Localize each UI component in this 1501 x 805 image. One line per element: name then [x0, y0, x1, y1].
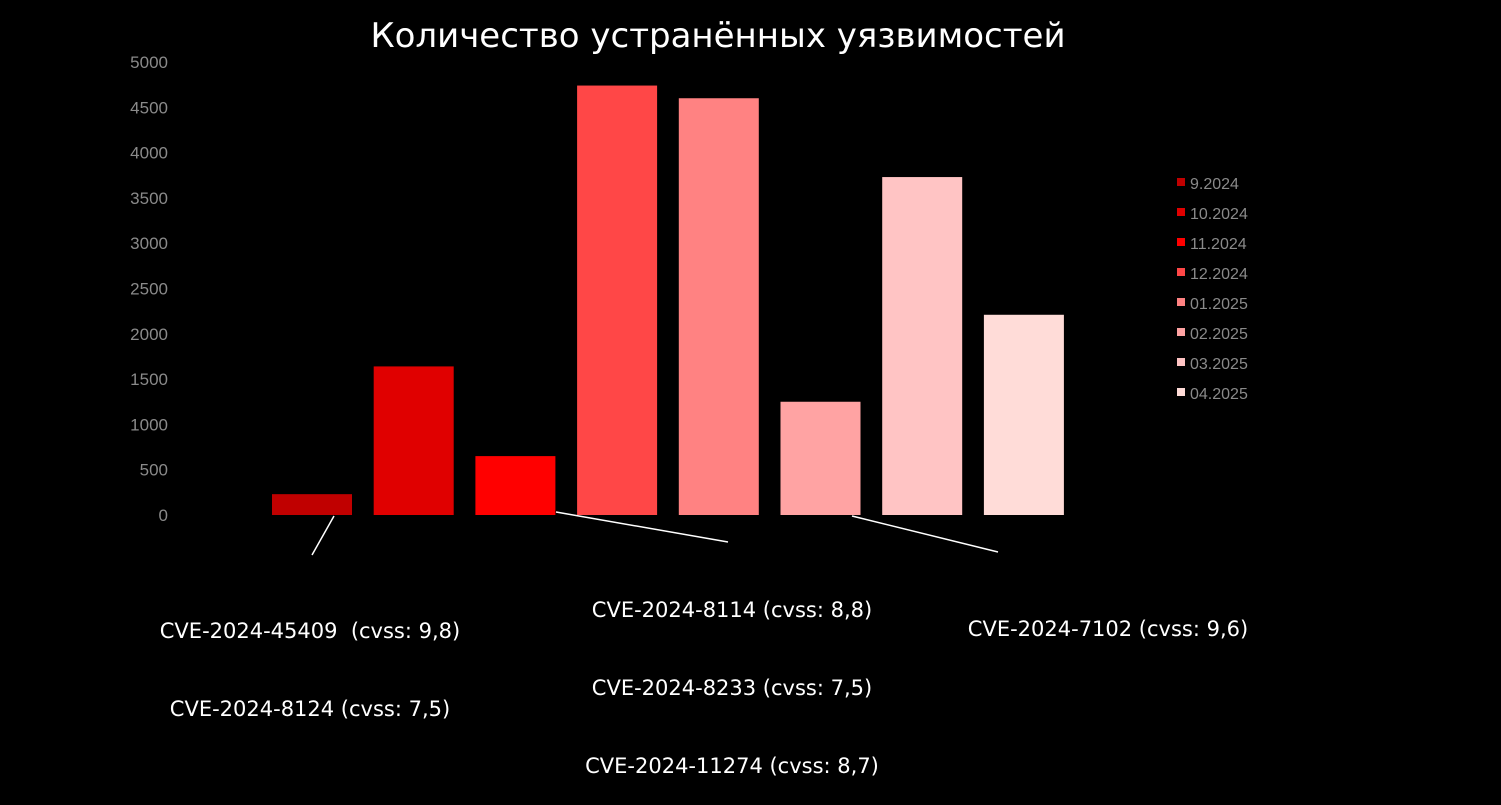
y-tick-label: 3000 — [130, 234, 168, 253]
legend-label: 01.2025 — [1190, 296, 1248, 313]
bar-11-2024 — [475, 456, 556, 515]
legend-swatch — [1177, 298, 1185, 306]
chart-title: Количество устранённых уязвимостей — [370, 16, 1065, 56]
y-tick-label: 1000 — [130, 415, 168, 434]
annotation-line: CVE-2024-11274 (cvss: 8,7) — [585, 754, 879, 778]
y-axis: 0 500 1000 1500 2000 2500 3000 3500 4000 4500 5000 — [130, 53, 168, 525]
y-tick-label: 2500 — [130, 280, 168, 299]
bar-chart: Количество устранённых уязвимостей 0 500 1… — [130, 16, 1248, 556]
legend-label: 03.2025 — [1190, 356, 1248, 373]
legend-swatch — [1177, 268, 1185, 276]
y-tick-label: 3500 — [130, 189, 168, 208]
y-tick-label: 500 — [140, 461, 168, 480]
annotation-nov-2024: CVE-2024-8114 (cvss: 8,8) CVE-2024-8233 … — [562, 545, 902, 805]
annotation-sept-2024: CVE-2024-45409 (cvss: 9,8) CVE-2024-8124… — [140, 566, 480, 748]
y-tick-label: 1500 — [130, 370, 168, 389]
legend-swatch — [1177, 328, 1185, 336]
y-tick-label: 4500 — [130, 98, 168, 117]
annotation-leader-line — [311, 515, 335, 556]
annotation-leader-line — [555, 511, 729, 543]
bar-01-2025 — [678, 98, 759, 516]
y-tick-label: 4000 — [130, 144, 168, 163]
legend-label: 04.2025 — [1190, 386, 1248, 403]
legend-swatch — [1177, 208, 1185, 216]
bar-02-2025 — [780, 401, 861, 515]
legend-label: 02.2025 — [1190, 326, 1248, 343]
legend-label: 11.2024 — [1190, 236, 1247, 253]
legend-label: 12.2024 — [1190, 266, 1248, 283]
annotation-line: CVE-2024-45409 (cvss: 9,8) — [159, 619, 461, 643]
legend-label: 10.2024 — [1190, 206, 1248, 223]
legend-swatch — [1177, 178, 1185, 186]
annotation-leaders — [311, 511, 999, 556]
annotation-leader-line — [851, 515, 999, 553]
y-tick-label: 0 — [159, 506, 168, 525]
y-tick-label: 2000 — [130, 325, 168, 344]
legend-label: 9.2024 — [1190, 176, 1239, 193]
annotation-line: CVE-2024-8114 (cvss: 8,8) — [591, 598, 873, 622]
bar-04-2025 — [983, 314, 1064, 515]
bar-12-2024 — [577, 85, 658, 515]
bar-10-2024 — [373, 366, 454, 515]
legend: 9.2024 10.2024 11.2024 12.2024 01.2025 02.202… — [1177, 176, 1248, 403]
annotation-line: CVE-2024-8233 (cvss: 7,5) — [591, 676, 873, 700]
annotation-feb-2025: CVE-2024-7102 (cvss: 9,6) — [938, 564, 1278, 668]
annotation-line: CVE-2024-7102 (cvss: 9,6) — [967, 617, 1249, 641]
legend-swatch — [1177, 238, 1185, 246]
y-tick-label: 5000 — [130, 53, 168, 72]
bars — [272, 85, 1064, 516]
legend-swatch — [1177, 358, 1185, 366]
bar-03-2025 — [882, 177, 963, 515]
bar-9-2024 — [272, 494, 352, 515]
legend-swatch — [1177, 388, 1185, 396]
